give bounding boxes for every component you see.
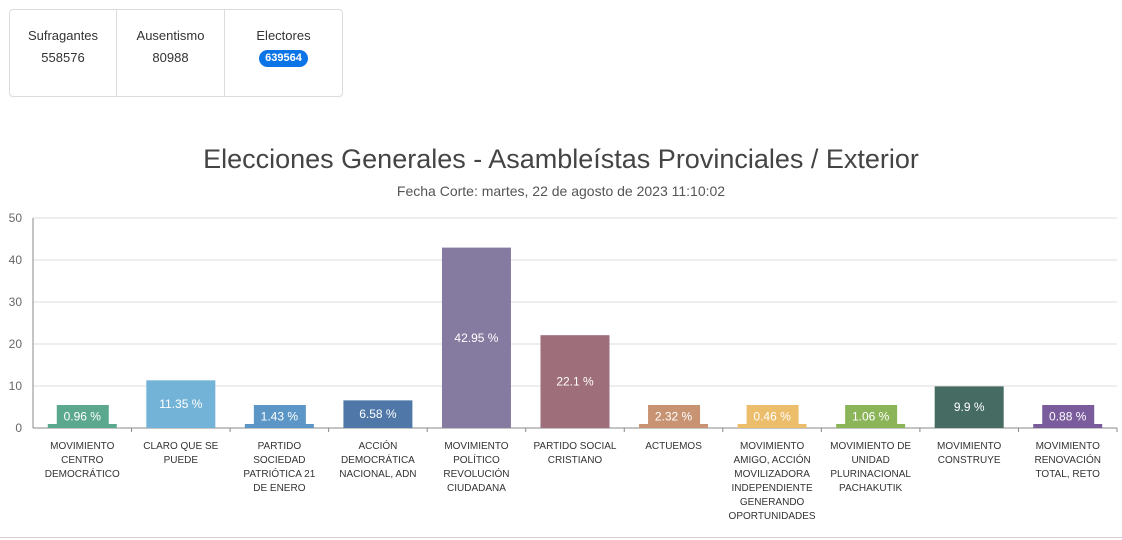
- data-label: 22.1 %: [556, 375, 594, 389]
- stat-electores: Electores 639564: [225, 10, 342, 96]
- data-label: 9.9 %: [954, 400, 985, 414]
- x-tick-label: RENOVACIÓN: [1034, 453, 1101, 466]
- stat-sufragantes-value: 558576: [41, 50, 85, 65]
- data-label: 0.46 %: [753, 410, 791, 424]
- x-tick-label: POLÍTICO: [453, 453, 500, 466]
- x-tick-label: PARTIDO: [258, 441, 302, 452]
- data-label: 6.58 %: [359, 407, 397, 421]
- x-tick-label: GENERANDO: [740, 497, 805, 508]
- x-tick-label: SOCIEDAD: [253, 455, 305, 466]
- y-tick-label: 30: [9, 295, 23, 309]
- data-label: 1.43 %: [261, 410, 299, 424]
- x-tick-label: MOVILIZADORA: [734, 469, 810, 480]
- y-tick-label: 0: [15, 421, 22, 435]
- stat-sufragantes: Sufragantes 558576: [10, 10, 117, 96]
- x-tick-label: MOVIMIENTO: [937, 441, 1001, 452]
- bar: [146, 380, 216, 428]
- x-tick-label: MOVIMIENTO DE: [830, 441, 911, 452]
- x-tick-label: CENTRO: [61, 455, 103, 466]
- data-label: 0.88 %: [1049, 410, 1087, 424]
- bar: [253, 405, 306, 428]
- stat-sufragantes-label: Sufragantes: [27, 28, 99, 43]
- bar: [441, 247, 511, 428]
- bottom-divider: [0, 537, 1122, 538]
- x-tick-label: ACCIÓN: [358, 439, 397, 452]
- data-label: 1.06 %: [852, 410, 890, 424]
- x-tick-label: MOVIMIENTO: [1036, 441, 1100, 452]
- y-tick-label: 20: [9, 337, 23, 351]
- bar: [746, 405, 799, 428]
- y-tick-label: 10: [9, 379, 23, 393]
- x-tick-label: CONSTRUYE: [938, 455, 1001, 466]
- x-tick-label: DEMOCRÁTICA: [341, 453, 415, 466]
- stat-electores-badge: 639564: [259, 50, 308, 67]
- x-tick-label: MOVIMIENTO: [50, 441, 114, 452]
- data-label: 0.96 %: [64, 410, 102, 424]
- stat-ausentismo-value: 80988: [152, 50, 189, 65]
- x-tick-label: NACIONAL, ADN: [339, 469, 416, 480]
- x-tick-label: REVOLUCIÓN: [443, 467, 509, 480]
- x-tick-label: ACTUEMOS: [645, 441, 702, 452]
- data-label: 42.95 %: [454, 331, 498, 345]
- data-label: 2.32 %: [655, 410, 693, 424]
- y-tick-label: 50: [9, 211, 23, 225]
- x-tick-label: PARTIDO SOCIAL: [534, 441, 617, 452]
- x-tick-label: DE ENERO: [253, 483, 305, 494]
- x-tick-label: MOVIMIENTO: [444, 441, 508, 452]
- x-tick-label: DEMOCRÁTICO: [45, 467, 120, 480]
- x-tick-label: OPORTUNIDADES: [729, 511, 816, 522]
- bar: [648, 405, 701, 428]
- summary-stats-panel: Sufragantes 558576 Ausentismo 80988 Elec…: [9, 9, 343, 97]
- bar: [343, 400, 413, 428]
- bar: [540, 335, 610, 428]
- x-tick-label: CRISTIANO: [548, 455, 603, 466]
- x-tick-label: PUEDE: [164, 455, 199, 466]
- chart-title: Elecciones Generales - Asambleístas Prov…: [203, 144, 919, 174]
- stat-ausentismo-label: Ausentismo: [136, 28, 205, 43]
- y-tick-label: 40: [9, 253, 23, 267]
- bar: [934, 386, 1004, 428]
- bar: [845, 405, 898, 428]
- x-tick-label: TOTAL, RETO: [1035, 469, 1100, 480]
- x-tick-label: MOVIMIENTO: [740, 441, 804, 452]
- x-tick-label: PLURINACIONAL: [830, 469, 911, 480]
- stat-electores-label: Electores: [256, 28, 311, 43]
- x-tick-label: AMIGO, ACCIÓN: [733, 453, 810, 466]
- x-tick-label: INDEPENDIENTE: [732, 483, 813, 494]
- bar: [1042, 405, 1095, 428]
- x-tick-label: PATRIÓTICA 21: [243, 467, 315, 480]
- x-tick-label: CLARO QUE SE: [143, 441, 218, 452]
- bar: [56, 405, 109, 428]
- x-tick-label: PACHAKUTIK: [839, 483, 902, 494]
- stat-ausentismo: Ausentismo 80988: [117, 10, 225, 96]
- x-tick-label: CIUDADANA: [447, 483, 506, 494]
- chart-subtitle: Fecha Corte: martes, 22 de agosto de 202…: [396, 183, 726, 199]
- data-label: 11.35 %: [159, 397, 202, 411]
- x-tick-label: UNIDAD: [851, 455, 889, 466]
